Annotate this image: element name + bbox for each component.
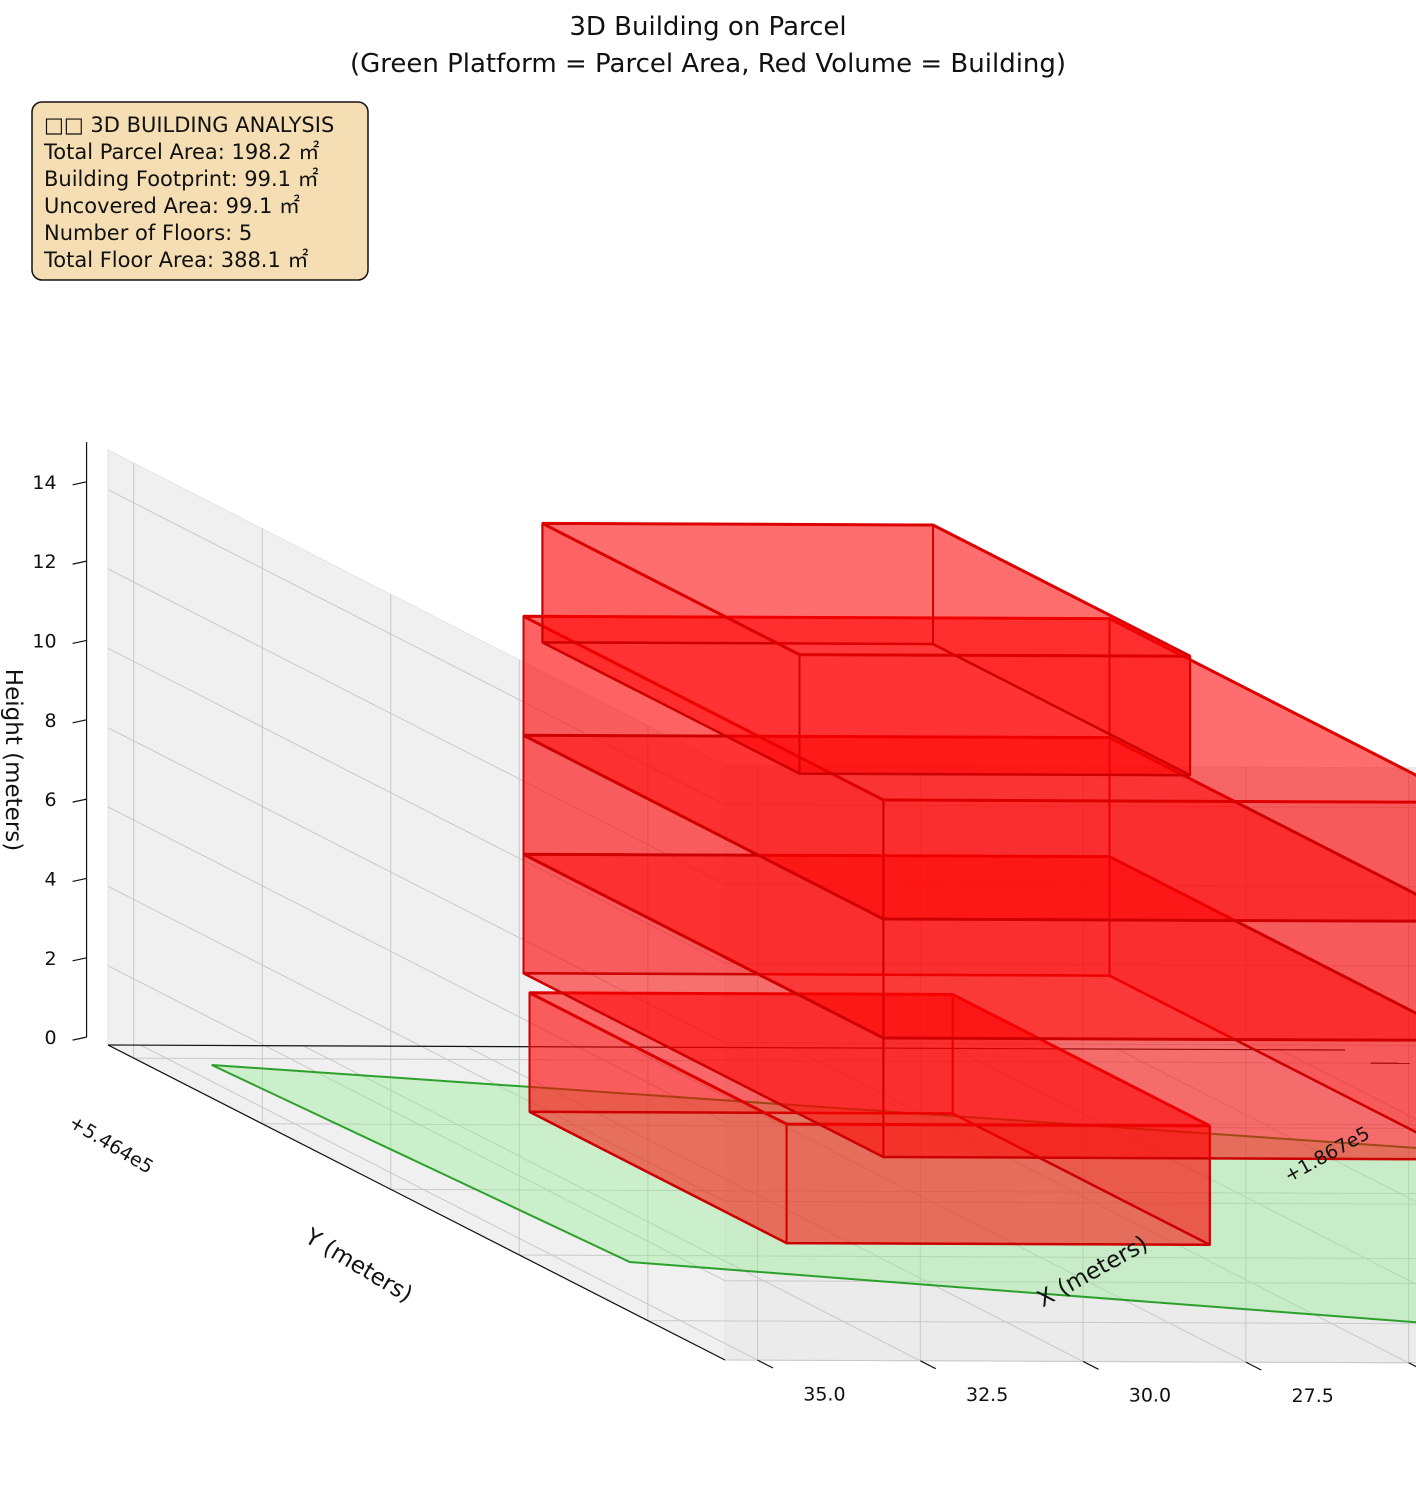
y-axis-line — [107, 1044, 726, 1361]
x-tick — [1245, 1361, 1262, 1371]
info-heading: □□ 3D BUILDING ANALYSIS — [44, 113, 334, 137]
z-tick-label: 10 — [32, 630, 56, 652]
z-tick — [72, 481, 87, 486]
x-tick-label: 32.5 — [966, 1384, 1008, 1406]
z-gridline — [107, 885, 1416, 1205]
z-tick — [72, 957, 87, 962]
building-floor-3 — [522, 733, 1416, 1042]
z-tick-label: 6 — [44, 789, 56, 811]
x-gridline — [954, 1047, 1416, 1285]
x-tick-label: 30.0 — [1129, 1385, 1171, 1407]
info-building-footprint: Building Footprint: 99.1 ㎡ — [44, 167, 319, 191]
chart-title: 3D Building on Parcel — [569, 12, 846, 42]
building-ceiling — [522, 614, 1416, 804]
info-number-of-floors: Number of Floors: 5 — [44, 221, 252, 245]
x-tick — [1082, 1360, 1099, 1370]
building-layer — [522, 521, 1416, 1247]
x-tick-label: 27.5 — [1292, 1385, 1334, 1407]
building-floor-slab — [522, 734, 1416, 923]
z-tick-label: 14 — [32, 472, 56, 494]
building-floor-4 — [522, 614, 1416, 923]
x-tick — [920, 1360, 937, 1370]
info-uncovered-area: Uncovered Area: 99.1 ㎡ — [44, 194, 300, 218]
x-axis-line — [107, 1044, 1346, 1051]
z-tick-label: 0 — [44, 1027, 56, 1049]
building-floor-slab — [528, 1110, 1211, 1247]
z-gridline — [107, 806, 1416, 1126]
building-floor-slab — [522, 853, 1416, 1042]
building-floor-1 — [528, 991, 1211, 1247]
building-floor-slab — [522, 972, 1416, 1161]
z-tick — [72, 798, 87, 803]
z-tick — [72, 639, 87, 645]
x-tick — [1408, 1362, 1416, 1368]
building-floor-slab — [541, 641, 1191, 777]
z-tick — [72, 560, 87, 565]
z-tick-label: 4 — [44, 868, 56, 890]
info-total-floor-area: Total Floor Area: 388.1 ㎡ — [43, 248, 309, 272]
z-tick-label: 8 — [44, 710, 56, 732]
z-tick-label: 2 — [44, 948, 56, 970]
x-tick — [757, 1359, 774, 1369]
z-gridline — [107, 965, 1416, 1284]
building-ceiling — [541, 521, 1191, 658]
building-floor-2 — [522, 852, 1416, 1161]
tick-marks: 17.520.022.525.027.530.032.535.005101520… — [32, 472, 1416, 1407]
info-box: □□ 3D BUILDING ANALYSIS Total Parcel Are… — [31, 101, 369, 281]
x-gridline — [1116, 1048, 1416, 1203]
axis-lines — [85, 442, 1346, 1361]
z-gridline — [107, 647, 1416, 967]
info-total-parcel-area: Total Parcel Area: 198.2 ㎡ — [43, 140, 319, 164]
chart-subtitle: (Green Platform = Parcel Area, Red Volum… — [350, 49, 1066, 79]
y-offset-label: +5.464e5 — [65, 1111, 157, 1178]
z-tick — [72, 719, 87, 724]
building-ceiling — [528, 991, 1211, 1128]
z-gridline — [107, 489, 1416, 808]
z-tick — [72, 1036, 87, 1041]
z-tick-label: 12 — [32, 551, 56, 573]
z-tick — [72, 877, 87, 883]
z-gridline — [107, 727, 1416, 1046]
z-axis-label: Height (meters) — [0, 669, 26, 851]
y-axis-label: Y (meters) — [299, 1223, 417, 1308]
building-floor-5 — [541, 521, 1192, 777]
info-box-background — [31, 101, 369, 281]
x-tick-label: 35.0 — [803, 1383, 845, 1405]
z-gridline — [107, 568, 1416, 888]
